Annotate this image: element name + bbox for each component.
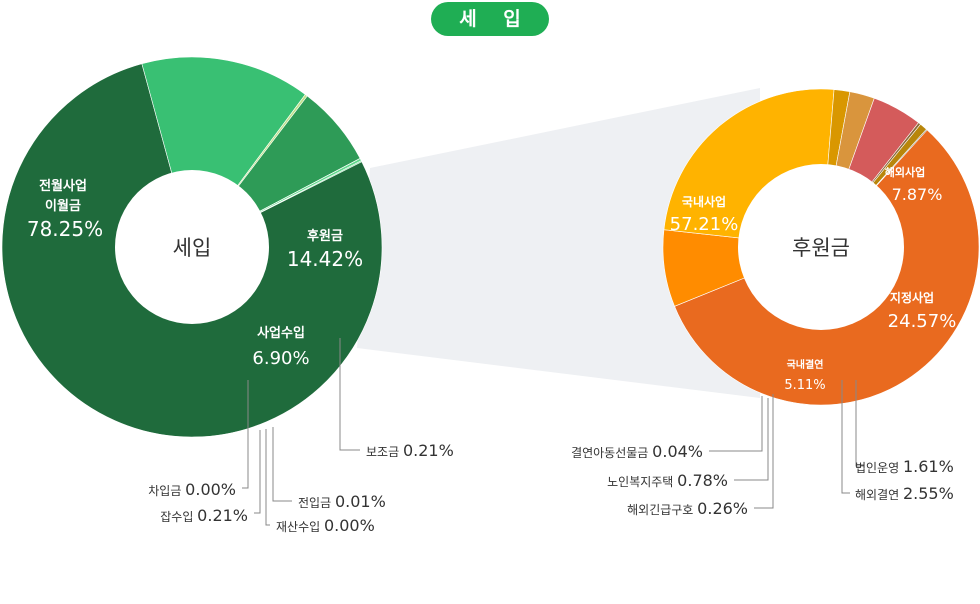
outside-label: 잡수입 0.21%	[160, 506, 248, 525]
donut-hole	[115, 170, 269, 324]
outside-label: 보조금 0.21%	[366, 441, 454, 460]
outside-label: 노인복지주택 0.78%	[607, 471, 728, 490]
leader-line	[754, 394, 774, 509]
slice-label: 후원금	[307, 228, 343, 244]
slice-value: 57.21%	[670, 214, 739, 235]
leader-line	[254, 430, 261, 514]
outside-label: 해외결연 2.55%	[855, 484, 954, 503]
outside-label: 해외긴급구호 0.26%	[627, 499, 748, 518]
slice-label: 지정사업	[890, 290, 934, 305]
center-label: 후원금	[792, 236, 850, 260]
leader-line	[734, 398, 769, 481]
outside-label-value: 0.04%	[652, 442, 703, 461]
leader-line	[272, 427, 292, 502]
slice-label: 사업수입	[257, 325, 305, 341]
connector-band	[357, 88, 760, 398]
slice-label: 해외사업	[885, 165, 925, 179]
pie-chart-2: 후원금 국내사업 57.21% 해외사업 7.87% 지정사업 24.57% 국내결연 5.11…	[571, 88, 980, 518]
slice-label: 국내결연	[787, 358, 824, 371]
outside-label: 결연아동선물금 0.04%	[571, 442, 703, 461]
slice-value: 14.42%	[287, 247, 363, 271]
outside-label-name: 전입금	[298, 496, 335, 510]
outside-label-name: 법인운영	[855, 461, 903, 475]
outside-label-value: 0.01%	[335, 492, 386, 511]
slice-value: 7.87%	[892, 185, 943, 204]
outside-label-name: 차입금	[148, 484, 185, 498]
slice-label: 전월사업	[39, 178, 87, 194]
outside-label-name: 해외결연	[855, 488, 903, 502]
leader-line	[709, 396, 763, 452]
outside-label-value: 0.26%	[697, 499, 748, 518]
outside-label: 차입금 0.00%	[148, 480, 236, 499]
slice-label: 이월금	[45, 198, 81, 214]
slice-value: 78.25%	[27, 217, 103, 241]
leader-line	[265, 429, 270, 526]
center-label: 세입	[173, 236, 212, 260]
outside-label: 재산수입 0.00%	[276, 516, 375, 535]
slice-value: 24.57%	[888, 311, 957, 332]
outside-label-name: 보조금	[366, 445, 403, 459]
outside-label-value: 0.00%	[324, 516, 375, 535]
outside-label: 전입금 0.01%	[298, 492, 386, 511]
outside-label-name: 노인복지주택	[607, 475, 677, 489]
outside-label-value: 0.21%	[197, 506, 248, 525]
page-title: 세 입	[431, 2, 549, 36]
outside-label: 법인운영 1.61%	[855, 457, 954, 476]
outside-label-name: 재산수입	[276, 520, 324, 534]
outside-label-name: 잡수입	[160, 510, 197, 524]
leader-line	[841, 380, 850, 494]
leader-line	[855, 380, 864, 467]
slice-label: 국내사업	[682, 194, 726, 209]
slice-value: 5.11%	[784, 378, 825, 393]
outside-label-name: 해외긴급구호	[627, 503, 697, 517]
outside-label-value: 0.21%	[403, 441, 454, 460]
outside-label-value: 0.00%	[185, 480, 236, 499]
outside-label-value: 1.61%	[903, 457, 954, 476]
outside-label-value: 2.55%	[903, 484, 954, 503]
slice-value: 6.90%	[252, 348, 309, 369]
outside-label-value: 0.78%	[677, 471, 728, 490]
outside-label-name: 결연아동선물금	[571, 446, 652, 460]
leader-line	[339, 338, 360, 451]
donut-hole	[738, 164, 904, 330]
leader-line	[242, 380, 249, 489]
